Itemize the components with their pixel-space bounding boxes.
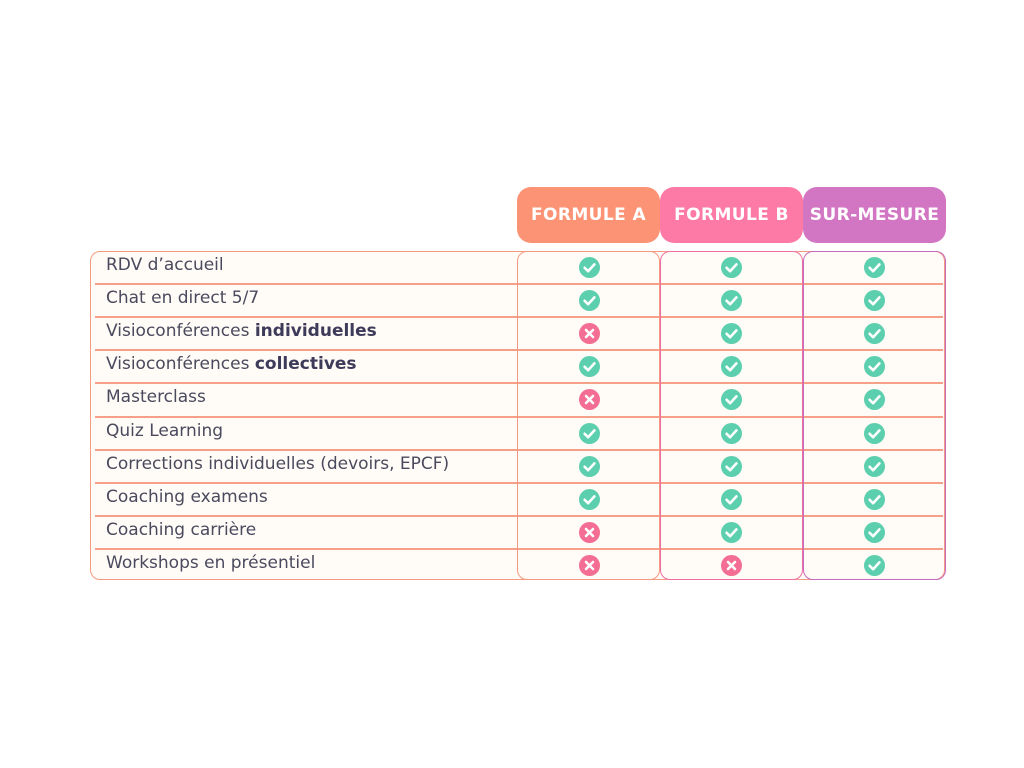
feature-label: Coaching carrière	[106, 520, 256, 540]
check-icon	[721, 422, 742, 444]
table-row: Visioconférences collectives	[95, 350, 943, 383]
check-icon	[579, 290, 600, 312]
table-row: Corrections individuelles (devoirs, EPCF…	[95, 450, 943, 483]
feature-label: Visioconférences individuelles	[106, 321, 377, 341]
check-icon	[721, 356, 742, 378]
header-formule-b: FORMULE B	[660, 187, 803, 243]
feature-label-text: Coaching examens	[106, 486, 268, 507]
check-icon	[864, 554, 885, 576]
feature-label: Quiz Learning	[106, 421, 223, 441]
row-divider	[95, 514, 943, 517]
check-icon	[864, 422, 885, 444]
row-divider	[95, 283, 943, 286]
cross-icon	[579, 389, 600, 411]
feature-label: Chat en direct 5/7	[106, 288, 259, 308]
feature-label-text: Workshops en présentiel	[106, 552, 316, 573]
column-formule-a-outline	[517, 251, 660, 580]
table-row: Chat en direct 5/7	[95, 284, 943, 317]
header-formule-a: FORMULE A	[517, 187, 660, 243]
row-divider	[95, 349, 943, 352]
check-icon	[864, 455, 885, 477]
feature-label-text: Visioconférences	[106, 321, 255, 342]
table-row: Coaching carrière	[95, 516, 943, 549]
feature-label-text: Visioconférences	[106, 354, 255, 375]
check-icon	[579, 488, 600, 510]
cross-icon	[579, 323, 600, 345]
cross-icon	[721, 554, 742, 576]
row-divider	[95, 481, 943, 484]
check-icon	[579, 422, 600, 444]
feature-label: Masterclass	[106, 387, 206, 407]
cross-icon	[579, 554, 600, 576]
cross-icon	[579, 521, 600, 543]
row-divider	[95, 448, 943, 451]
check-icon	[721, 521, 742, 543]
check-icon	[721, 323, 742, 345]
check-icon	[864, 389, 885, 411]
feature-label-emphasis: collectives	[254, 354, 357, 375]
check-icon	[721, 488, 742, 510]
table-row: Workshops en présentiel	[95, 549, 943, 582]
check-icon	[864, 323, 885, 345]
check-icon	[579, 257, 600, 278]
check-icon	[579, 455, 600, 477]
check-icon	[864, 488, 885, 510]
table-row: Visioconférences individuelles	[95, 317, 943, 350]
feature-label-text: RDV d’accueil	[106, 255, 224, 275]
row-divider	[95, 316, 943, 319]
check-icon	[721, 389, 742, 411]
feature-label-text: Chat en direct 5/7	[106, 288, 260, 309]
feature-label-text: Quiz Learning	[106, 420, 224, 441]
feature-label: Coaching examens	[106, 487, 268, 507]
feature-label-text: Masterclass	[106, 387, 206, 408]
feature-label: Workshops en présentiel	[106, 553, 315, 573]
feature-label-text: Coaching carrière	[106, 519, 257, 540]
feature-label: Corrections individuelles (devoirs, EPCF…	[106, 454, 449, 474]
column-formule-b-outline	[660, 251, 803, 580]
table-row: RDV d’accueil	[95, 251, 943, 284]
check-icon	[864, 257, 885, 278]
check-icon	[864, 521, 885, 543]
table-row: Quiz Learning	[95, 417, 943, 450]
row-divider	[95, 382, 943, 385]
check-icon	[721, 455, 742, 477]
check-icon	[864, 356, 885, 378]
feature-label-text: Corrections individuelles (devoirs, EPCF…	[106, 453, 450, 474]
feature-label-emphasis: individuelles	[254, 321, 377, 342]
row-divider	[95, 547, 943, 550]
feature-label: RDV d’accueil	[106, 255, 224, 275]
row-divider	[95, 415, 943, 418]
check-icon	[721, 290, 742, 312]
check-icon	[579, 356, 600, 378]
table-row: Masterclass	[95, 383, 943, 416]
header-sur-mesure: SUR-MESURE	[803, 187, 946, 243]
feature-label: Visioconférences collectives	[106, 354, 357, 374]
table-row: Coaching examens	[95, 483, 943, 516]
column-sur-mesure-outline	[803, 251, 946, 580]
check-icon	[721, 257, 742, 278]
check-icon	[864, 290, 885, 312]
